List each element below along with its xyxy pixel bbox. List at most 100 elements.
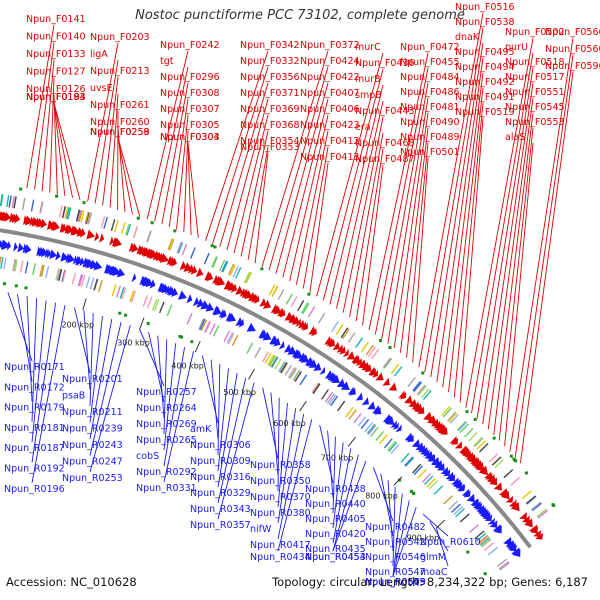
reverse-cog-bar xyxy=(326,393,335,404)
gene-label: Npun_F0560 xyxy=(545,44,600,55)
reverse-cog-bar xyxy=(119,286,125,299)
label-connector xyxy=(322,68,384,301)
tick-mark xyxy=(194,340,201,353)
rna-marker xyxy=(82,201,86,205)
label-connector xyxy=(183,130,189,233)
forward-cog-bar xyxy=(100,216,106,229)
label-connector xyxy=(219,82,269,248)
gene-label: Npun_F0308 xyxy=(160,88,220,99)
gene-label: Npun_R0309 xyxy=(190,456,251,467)
reverse-gene xyxy=(418,444,426,453)
gene-label: Npun_R0265 xyxy=(136,435,197,446)
gene-label: Npun_F0413 xyxy=(300,152,360,163)
reverse-gene xyxy=(313,362,322,371)
label-connector xyxy=(261,50,329,267)
forward-gene xyxy=(408,398,418,408)
reverse-gene xyxy=(205,302,214,312)
forward-cog-bar xyxy=(383,358,393,369)
rna-marker xyxy=(411,491,415,495)
tick-mark xyxy=(82,298,87,311)
forward-gene xyxy=(417,406,425,415)
reverse-cog-bar xyxy=(45,265,50,278)
rna-marker xyxy=(524,471,528,475)
reverse-cog-bar xyxy=(13,259,17,272)
label-connector xyxy=(332,448,352,544)
forward-cog-bar xyxy=(335,324,344,335)
label-connector xyxy=(332,436,336,514)
gene-label: Npun_F0501 xyxy=(400,147,460,158)
forward-gene xyxy=(66,224,74,235)
forward-gene xyxy=(440,427,448,435)
forward-cog-bar xyxy=(176,241,183,254)
reverse-cog-bar xyxy=(32,263,36,276)
gene-label: Npun_F0307 xyxy=(160,104,220,115)
reverse-cog-bar xyxy=(226,332,234,344)
forward-gene xyxy=(388,382,397,391)
forward-cog-bar xyxy=(80,210,85,223)
gene-label: Npun_R0434 xyxy=(250,552,311,563)
reverse-cog-bar xyxy=(223,330,231,342)
forward-cog-bar xyxy=(120,222,126,235)
forward-cog-bar xyxy=(227,263,235,276)
gene-label: Npun_F0487 xyxy=(355,154,415,165)
reverse-gene xyxy=(36,246,43,257)
gene-label: Npun_R0172 xyxy=(4,382,65,393)
forward-gene xyxy=(355,357,362,366)
reverse-cog-bar xyxy=(261,351,269,363)
forward-cog-bar xyxy=(417,385,427,396)
reverse-cog-bar xyxy=(292,369,301,381)
reverse-gene xyxy=(428,454,436,462)
label-connector xyxy=(302,146,329,289)
gene-label: Npun_F0126 xyxy=(26,84,86,95)
forward-cog-bar xyxy=(245,272,253,284)
gene-label: nifW xyxy=(250,524,272,535)
label-connector xyxy=(268,66,329,271)
reverse-cog-bar xyxy=(254,346,262,359)
label-connector xyxy=(332,454,359,552)
reverse-gene xyxy=(76,256,82,266)
gene-label: uvsE xyxy=(90,83,113,94)
label-connector xyxy=(422,513,449,537)
forward-cog-bar xyxy=(537,510,548,519)
gene-label: Npun_F0372 xyxy=(300,40,360,51)
reverse-cog-bar xyxy=(487,546,499,556)
label-connector xyxy=(89,318,113,440)
reverse-cog-bar xyxy=(364,421,374,433)
rna-marker xyxy=(118,311,122,315)
reverse-cog-bar xyxy=(77,274,83,287)
reverse-cog-bar xyxy=(186,313,193,325)
label-connector xyxy=(355,148,384,322)
label-connector xyxy=(374,67,429,335)
summary-text: Topology: circular; Length: 8,234,322 bp… xyxy=(272,575,588,589)
forward-cog-bar xyxy=(168,238,175,251)
forward-cog-bar xyxy=(494,459,505,469)
reverse-cog-bar xyxy=(383,438,393,449)
forward-cog-bar xyxy=(536,508,547,518)
reverse-cog-bar xyxy=(294,371,302,383)
forward-cog-bar xyxy=(413,381,423,393)
forward-gene xyxy=(524,518,533,528)
forward-gene xyxy=(510,501,520,512)
gene-label: murC xyxy=(355,42,381,53)
reverse-cog-bar xyxy=(58,269,63,281)
reverse-cog-bar xyxy=(0,256,2,267)
reverse-cog-bar xyxy=(61,269,66,282)
gene-label: Npun_F0141 xyxy=(26,14,86,25)
gene-label: Npun_R0453 xyxy=(305,552,366,563)
reverse-cog-bar xyxy=(246,342,254,354)
gene-label: Npun_F0553 xyxy=(505,117,565,128)
reverse-gene xyxy=(336,378,346,387)
gene-label: Npun_F0369 xyxy=(240,104,300,115)
forward-gene xyxy=(364,364,372,373)
forward-gene xyxy=(64,224,72,234)
forward-gene xyxy=(501,490,510,500)
forward-cog-bar xyxy=(39,201,44,214)
reverse-cog-bar xyxy=(412,463,422,474)
label-connector xyxy=(217,373,238,488)
gene-label: Npun_R0435 xyxy=(305,544,366,555)
forward-gene xyxy=(454,441,462,449)
label-connector xyxy=(316,52,384,297)
forward-gene xyxy=(179,260,187,271)
gene-label: Npun_F0455 xyxy=(400,57,460,68)
reverse-cog-bar xyxy=(274,358,282,370)
